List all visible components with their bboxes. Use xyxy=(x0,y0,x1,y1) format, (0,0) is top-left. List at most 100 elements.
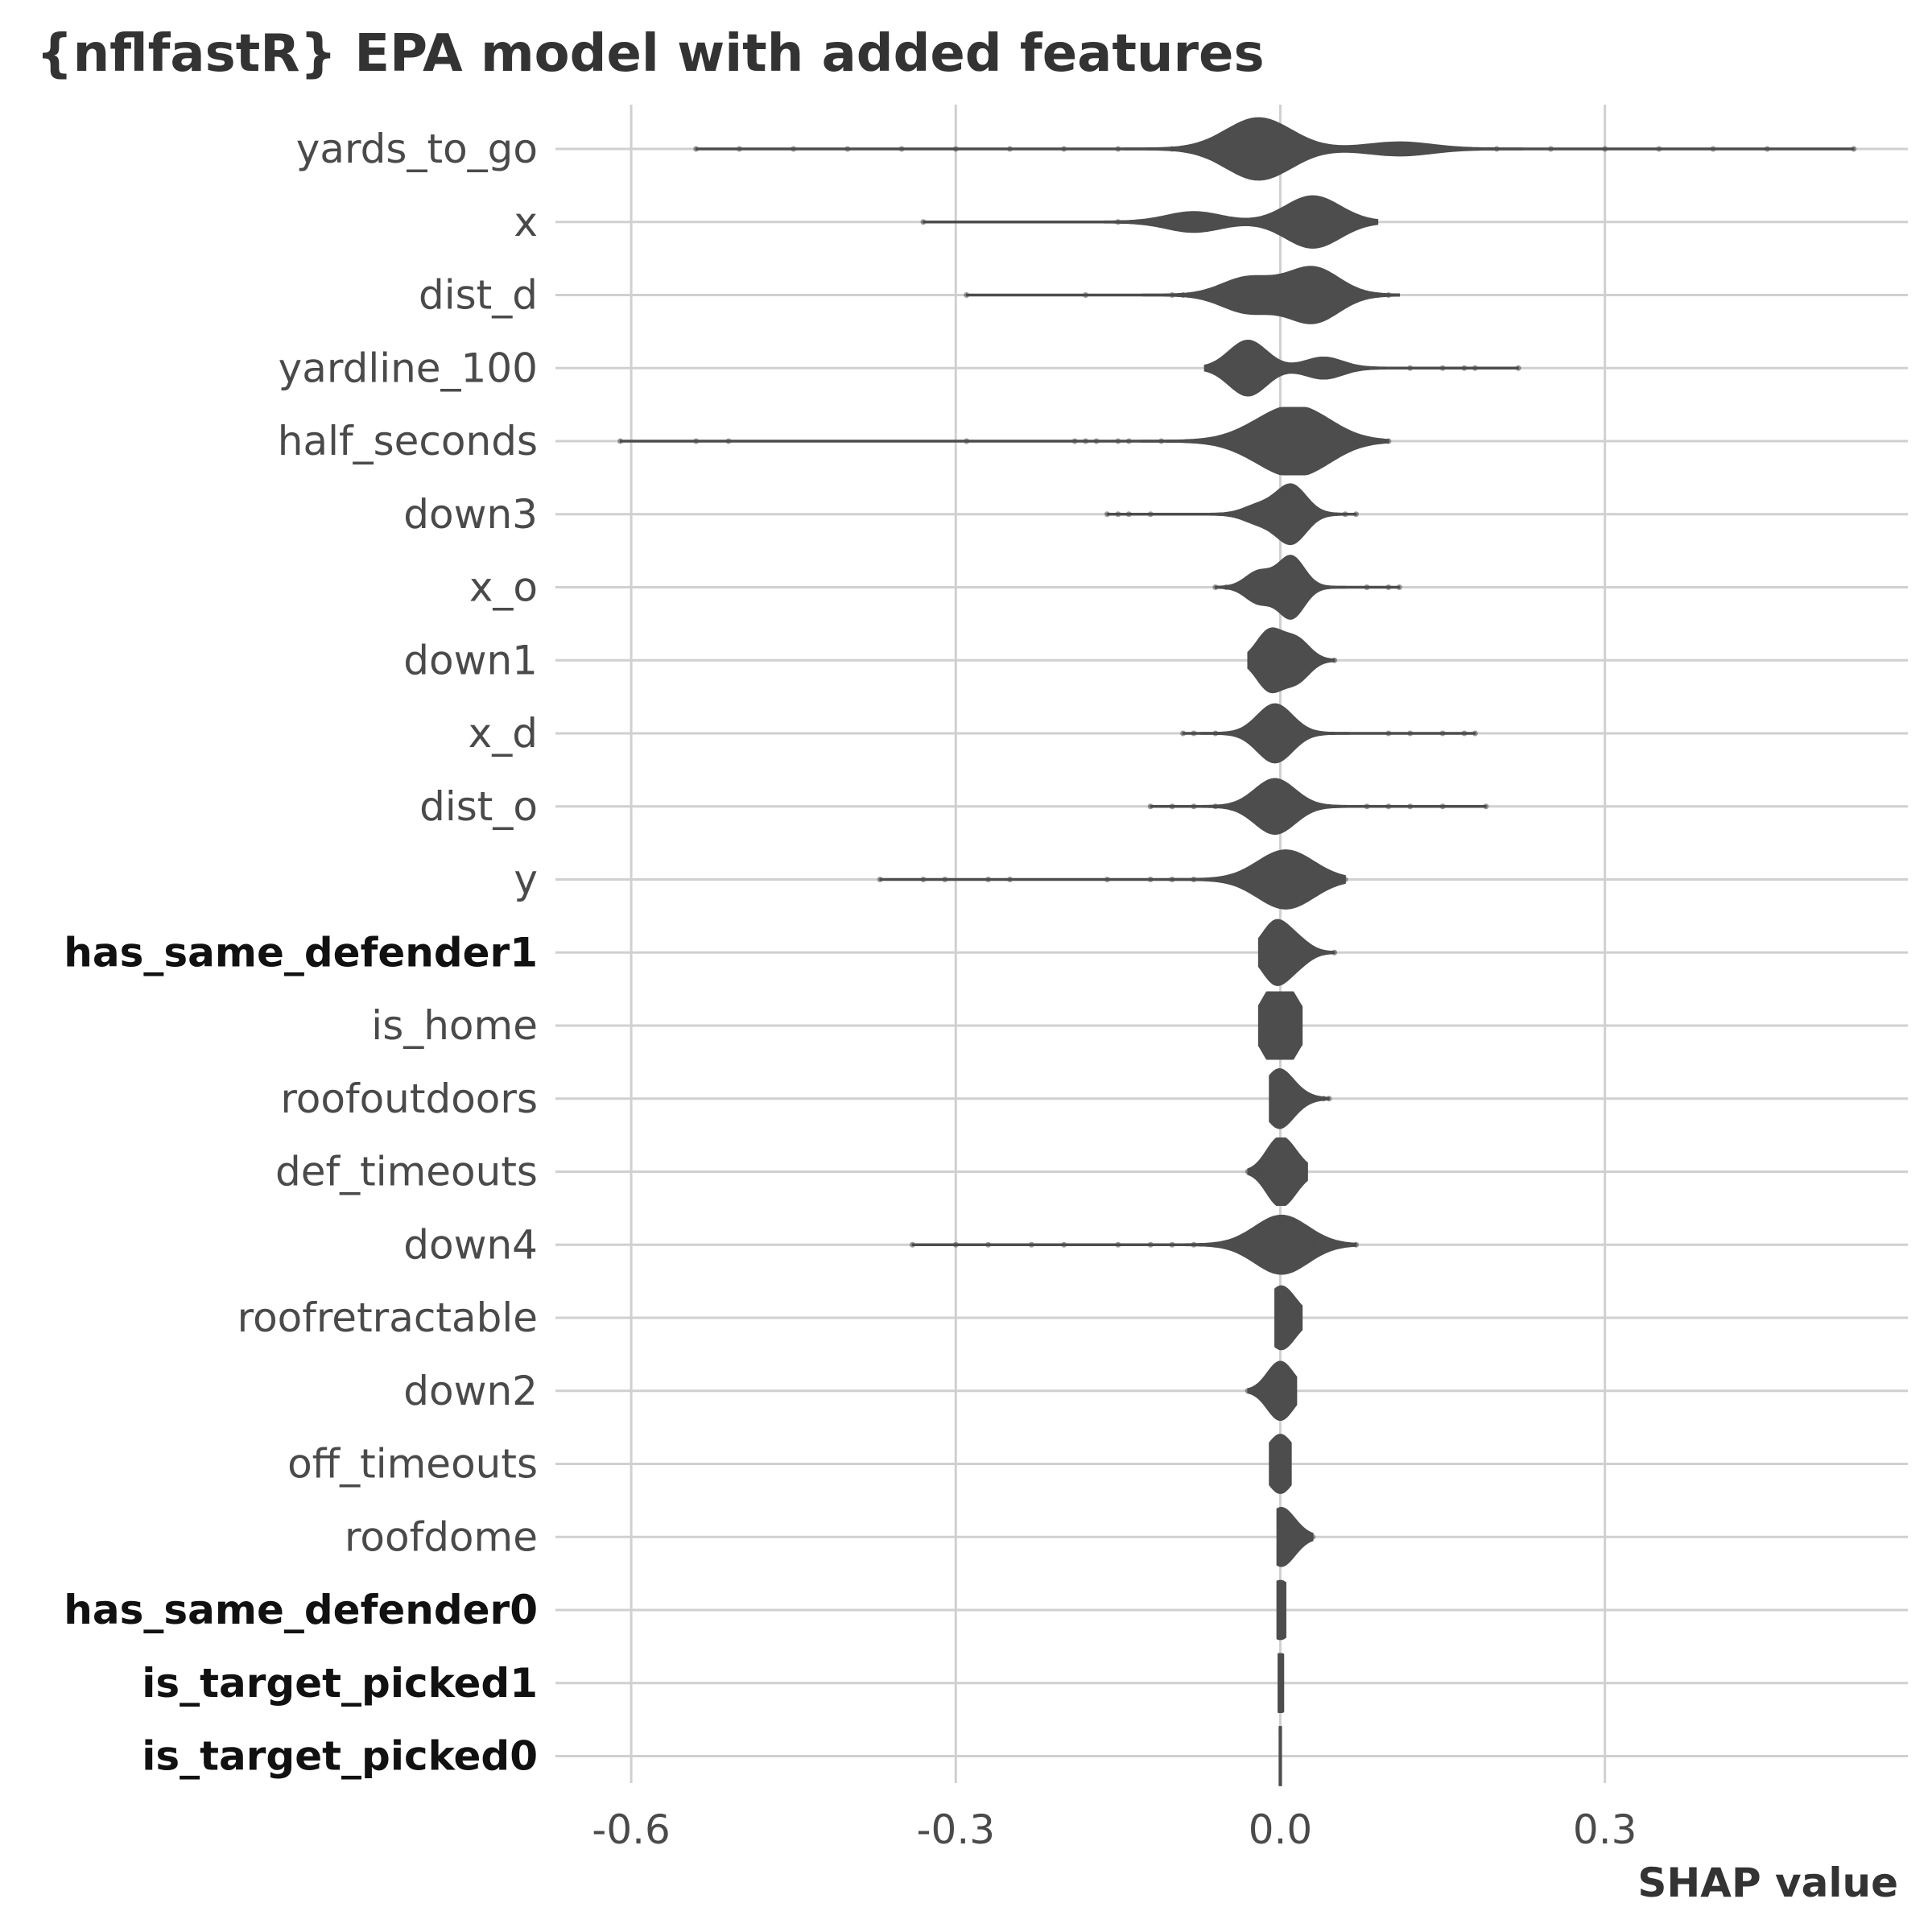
shap-point xyxy=(736,146,742,152)
violin-body xyxy=(1106,483,1357,546)
shap-point xyxy=(985,877,992,882)
shap-point xyxy=(1385,803,1392,810)
shap-point xyxy=(1461,730,1468,737)
feature-violin-yardline_100 xyxy=(1203,340,1521,397)
violin-body xyxy=(1203,340,1519,397)
violin-body xyxy=(1182,703,1476,764)
feature-label: down2 xyxy=(403,1368,538,1414)
shap-point xyxy=(1147,1241,1154,1248)
violin-body xyxy=(1247,1360,1298,1422)
shap-point xyxy=(1326,1096,1332,1102)
shap-point xyxy=(617,438,624,444)
feature-violin-x_o xyxy=(1212,555,1402,620)
feature-violin-x xyxy=(920,195,1379,249)
violin-body xyxy=(1278,1726,1282,1786)
feature-label: off_timeouts xyxy=(287,1441,538,1488)
violin-body xyxy=(1257,991,1303,1060)
violin-body xyxy=(1274,1285,1303,1351)
shap-point xyxy=(1256,1169,1262,1174)
feature-violin-yards_to_go xyxy=(693,117,1857,181)
feature-label: roofoutdoors xyxy=(280,1075,538,1122)
shap-point xyxy=(1028,1241,1034,1248)
violin-body xyxy=(911,1214,1357,1275)
shap-point xyxy=(1656,146,1662,152)
shap-point xyxy=(1353,1241,1360,1248)
violin-body xyxy=(923,195,1379,249)
x-axis-title: SHAP value xyxy=(1637,1860,1898,1906)
shap-point xyxy=(1158,438,1165,444)
plot-area xyxy=(617,117,1857,1786)
shap-point xyxy=(1320,657,1327,663)
shap-point xyxy=(1310,1241,1316,1248)
x-tick-label: -0.6 xyxy=(592,1806,671,1853)
shap-point xyxy=(1115,511,1121,518)
shap-point xyxy=(693,438,700,444)
chart-title: {nflfastR} EPA model with added features xyxy=(36,24,1265,84)
feature-label: down1 xyxy=(403,637,538,683)
shap-point xyxy=(1385,292,1392,298)
violin-body xyxy=(1269,1434,1292,1494)
shap-point xyxy=(910,1241,916,1248)
violin-body xyxy=(619,407,1389,476)
shap-point xyxy=(898,146,905,152)
shap-point xyxy=(920,877,927,882)
shap-point xyxy=(1147,803,1154,810)
feature-label: is_target_picked0 xyxy=(142,1733,538,1780)
shap-point xyxy=(1061,1241,1067,1248)
shap-point xyxy=(1472,730,1478,737)
feature-label: x_o xyxy=(469,564,538,611)
shap-point xyxy=(1115,219,1121,225)
feature-violin-x_d xyxy=(1180,703,1478,764)
feature-violin-roofdome xyxy=(1276,1507,1316,1567)
shap-point xyxy=(1212,584,1219,590)
shap-point xyxy=(920,219,927,225)
shap-point xyxy=(1169,146,1175,152)
shap-point xyxy=(1147,511,1154,518)
shap-point xyxy=(1407,730,1414,737)
shap-point xyxy=(1169,803,1175,810)
shap-point xyxy=(1764,146,1770,152)
x-axis-ticks: -0.6 -0.3 0.0 0.3 xyxy=(592,1806,1637,1853)
violin-body xyxy=(1278,1653,1285,1714)
shap-point xyxy=(964,292,970,298)
feature-label: yards_to_go xyxy=(296,126,538,172)
shap-point xyxy=(1407,803,1414,810)
shap-point xyxy=(1125,438,1132,444)
shap-point xyxy=(1331,657,1338,663)
feature-label: dist_o xyxy=(419,783,538,830)
feature-violin-is_target_picked0 xyxy=(1278,1726,1282,1786)
shap-point xyxy=(1493,146,1500,152)
shap-point xyxy=(1169,292,1175,298)
shap-point xyxy=(1331,949,1338,956)
shap-point xyxy=(1353,511,1360,518)
shap-point xyxy=(1147,877,1154,882)
feature-violin-dist_o xyxy=(1147,778,1489,835)
feature-label: has_same_defender1 xyxy=(64,929,538,976)
shap-point xyxy=(1331,877,1338,882)
x-tick-label: 0.0 xyxy=(1249,1806,1313,1853)
shap-point xyxy=(1439,803,1446,810)
feature-violin-y xyxy=(877,849,1348,910)
feature-label: y xyxy=(514,857,538,903)
shap-point xyxy=(1093,438,1100,444)
shap-point xyxy=(1245,1388,1251,1394)
shap-point xyxy=(1104,511,1110,518)
shap-point xyxy=(1374,292,1381,298)
feature-label: down3 xyxy=(403,491,538,538)
violin-body xyxy=(1257,919,1335,986)
shap-point xyxy=(693,146,700,152)
shap-point xyxy=(1006,877,1013,882)
shap-point xyxy=(1169,877,1175,882)
shap-point xyxy=(1083,292,1089,298)
feature-label: x_d xyxy=(469,710,538,757)
shap-point xyxy=(964,438,970,444)
feature-violin-has_same_defender1 xyxy=(1257,919,1338,986)
shap-point xyxy=(1439,730,1446,737)
y-axis-labels: yards_to_gox dist_d yardline_100 half_secon… xyxy=(64,126,538,1780)
shap-point xyxy=(1191,877,1197,882)
feature-violin-roofoutdoors xyxy=(1269,1068,1332,1129)
shap-point xyxy=(1710,146,1716,152)
shap-point xyxy=(844,146,851,152)
shap-point xyxy=(942,877,948,882)
